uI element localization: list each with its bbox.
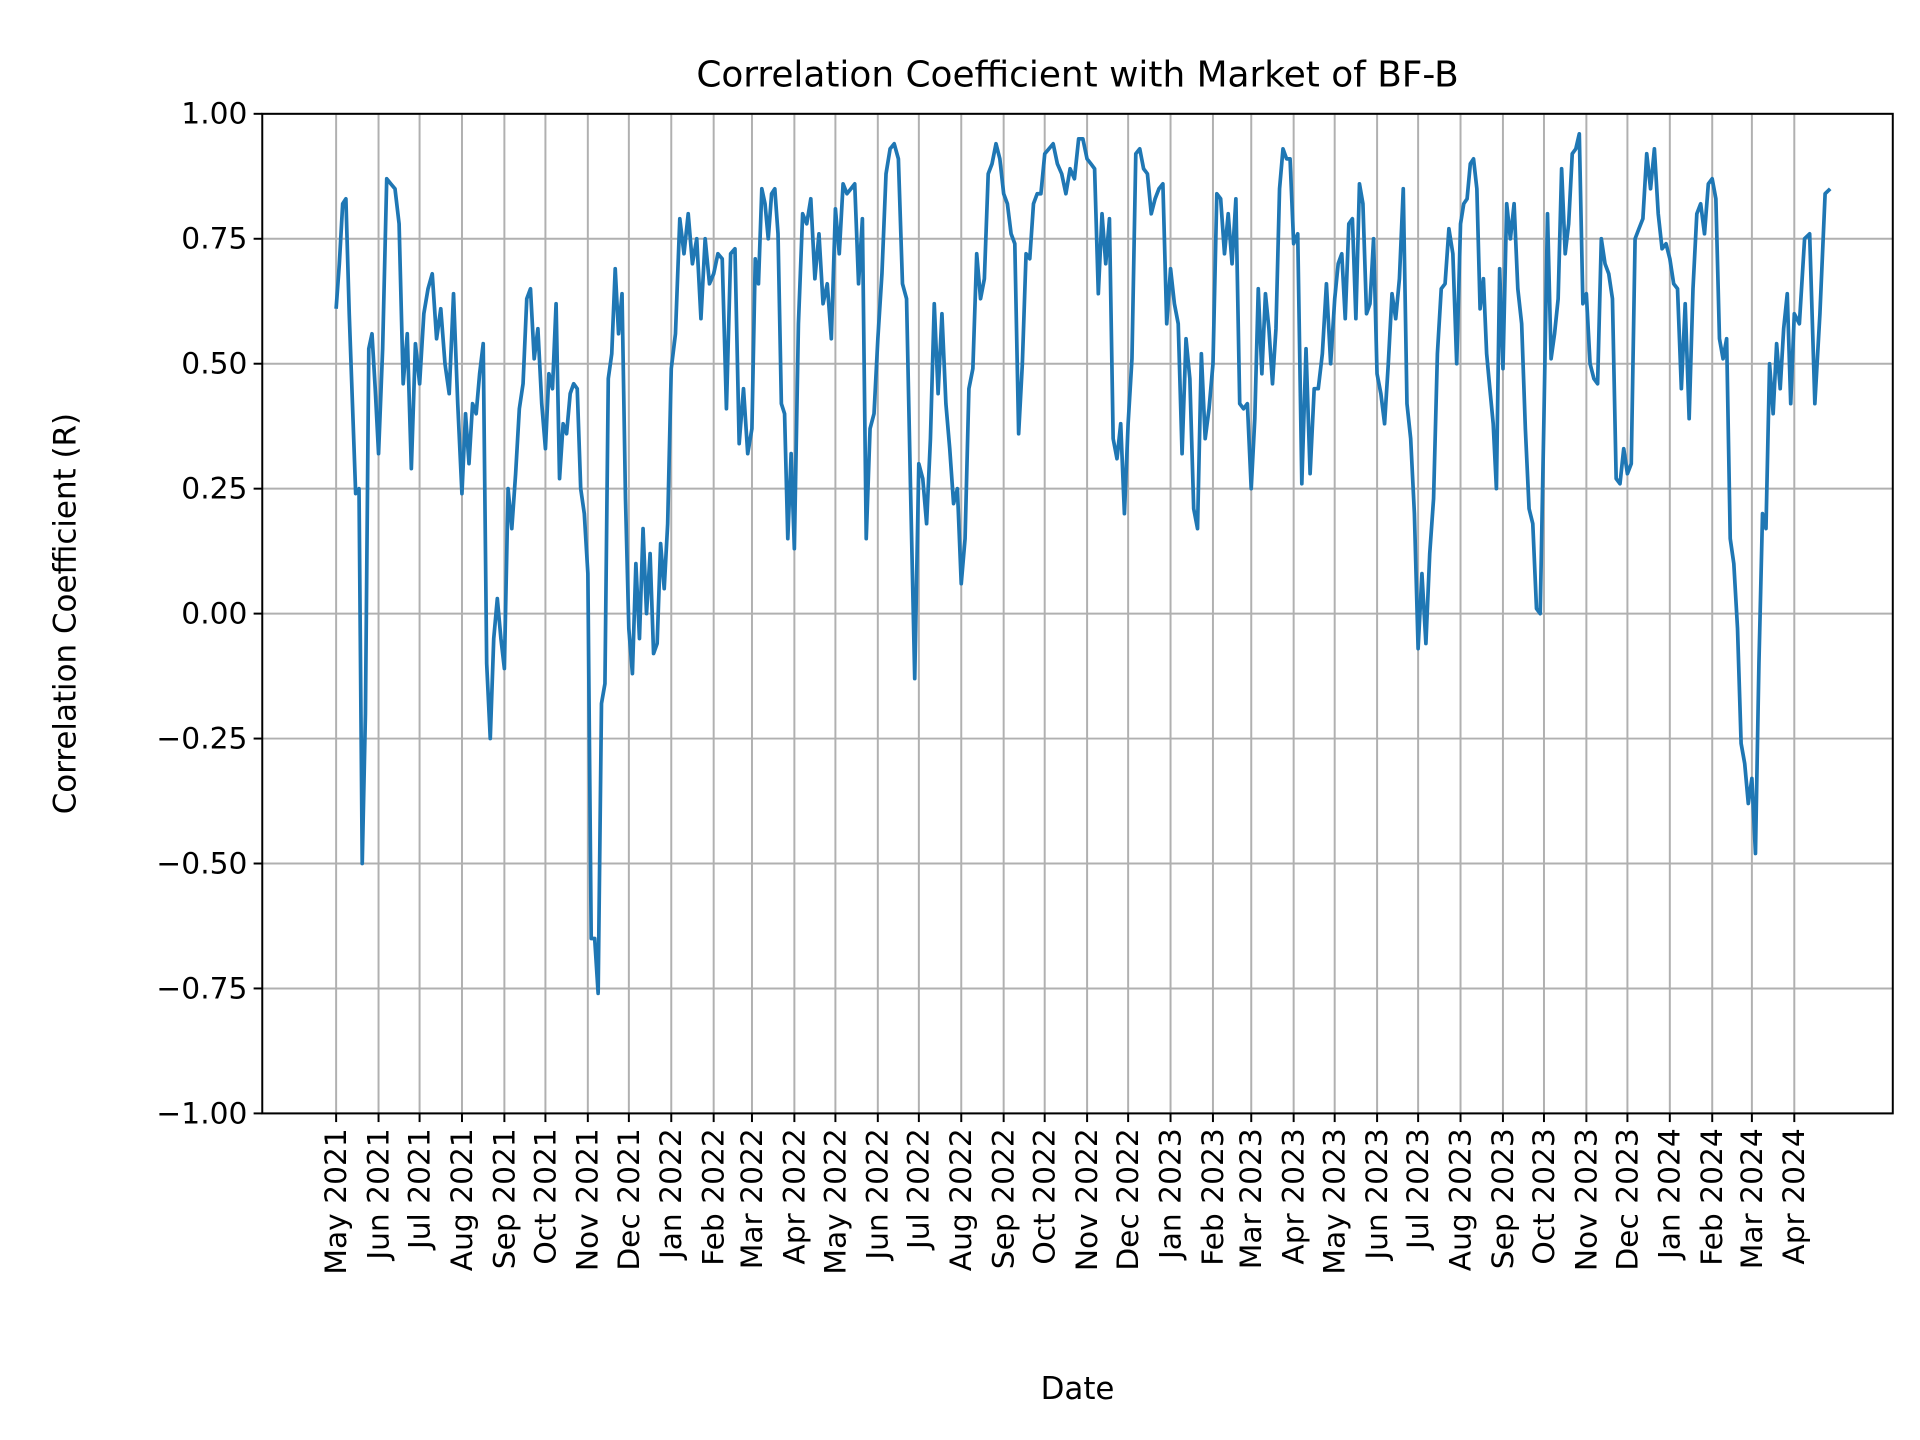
correlation-series-line — [334, 131, 1832, 996]
x-tick-label: Dec 2023 — [1610, 1128, 1645, 1270]
x-tick-label: May 2023 — [1318, 1128, 1353, 1274]
x-tick-label: Feb 2023 — [1196, 1128, 1231, 1266]
x-tick-label: Jun 2023 — [1360, 1128, 1395, 1261]
x-tick-label: Apr 2023 — [1277, 1128, 1312, 1264]
y-tick-label: −1.00 — [156, 1096, 247, 1131]
x-axis-label: Date — [1041, 1371, 1115, 1407]
x-tick-label: Apr 2022 — [777, 1128, 812, 1264]
x-tick-label: Mar 2023 — [1234, 1128, 1269, 1269]
x-tick-label: May 2021 — [319, 1128, 354, 1274]
x-tick-label: Oct 2021 — [528, 1128, 563, 1264]
x-tick-label: Dec 2022 — [1111, 1128, 1146, 1270]
chart-title: Correlation Coefficient with Market of B… — [696, 55, 1458, 96]
x-tick-label: Feb 2022 — [697, 1128, 732, 1266]
x-tick-label: Mar 2024 — [1735, 1128, 1770, 1269]
x-tick-label: Aug 2022 — [944, 1128, 979, 1271]
y-tick-label: −0.75 — [156, 971, 247, 1006]
x-tick-label: Jul 2021 — [402, 1128, 437, 1251]
x-tick-label: Jan 2024 — [1653, 1128, 1688, 1261]
y-axis: −1.00 −0.75 −0.50 −0.25 0.00 0.25 0.50 0.75 1.00 — [156, 97, 263, 1131]
x-tick-label: Nov 2021 — [571, 1128, 606, 1271]
y-tick-label: 0.00 — [181, 597, 247, 632]
x-tick-label: Jul 2022 — [902, 1128, 937, 1251]
x-tick-label: Dec 2021 — [612, 1128, 647, 1270]
y-tick-label: 0.50 — [181, 347, 247, 382]
x-tick-label: Jan 2023 — [1153, 1128, 1188, 1261]
x-tick-label: Apr 2024 — [1777, 1128, 1812, 1264]
x-tick-label: Aug 2023 — [1443, 1128, 1478, 1271]
y-tick-label: 0.75 — [181, 222, 247, 257]
x-tick-label: Nov 2023 — [1569, 1128, 1604, 1271]
x-axis: May 2021 Jun 2021 Jul 2021 Aug 2021 Sep 2021… — [319, 1113, 1812, 1275]
x-tick-label: Jun 2022 — [861, 1128, 896, 1261]
x-tick-label: Sep 2023 — [1486, 1128, 1521, 1269]
x-tick-label: Jun 2021 — [361, 1128, 396, 1261]
x-tick-label: Jul 2023 — [1401, 1128, 1436, 1251]
x-tick-label: Oct 2023 — [1527, 1128, 1562, 1264]
x-tick-label: Mar 2022 — [735, 1128, 770, 1269]
y-tick-label: −0.50 — [156, 846, 247, 881]
series — [334, 131, 1832, 996]
x-tick-label: Sep 2022 — [987, 1128, 1022, 1269]
x-tick-label: Nov 2022 — [1070, 1128, 1105, 1271]
y-tick-label: 1.00 — [181, 97, 247, 132]
x-tick-label: May 2022 — [818, 1128, 853, 1274]
y-tick-label: −0.25 — [156, 721, 247, 756]
y-tick-label: 0.25 — [181, 472, 247, 507]
x-tick-label: Oct 2022 — [1028, 1128, 1063, 1264]
x-tick-label: Jan 2022 — [654, 1128, 689, 1261]
x-tick-label: Aug 2021 — [445, 1128, 480, 1271]
y-axis-label: Correlation Coefficient (R) — [47, 413, 83, 814]
x-tick-label: Sep 2021 — [487, 1128, 522, 1269]
x-tick-label: Feb 2024 — [1695, 1128, 1730, 1266]
